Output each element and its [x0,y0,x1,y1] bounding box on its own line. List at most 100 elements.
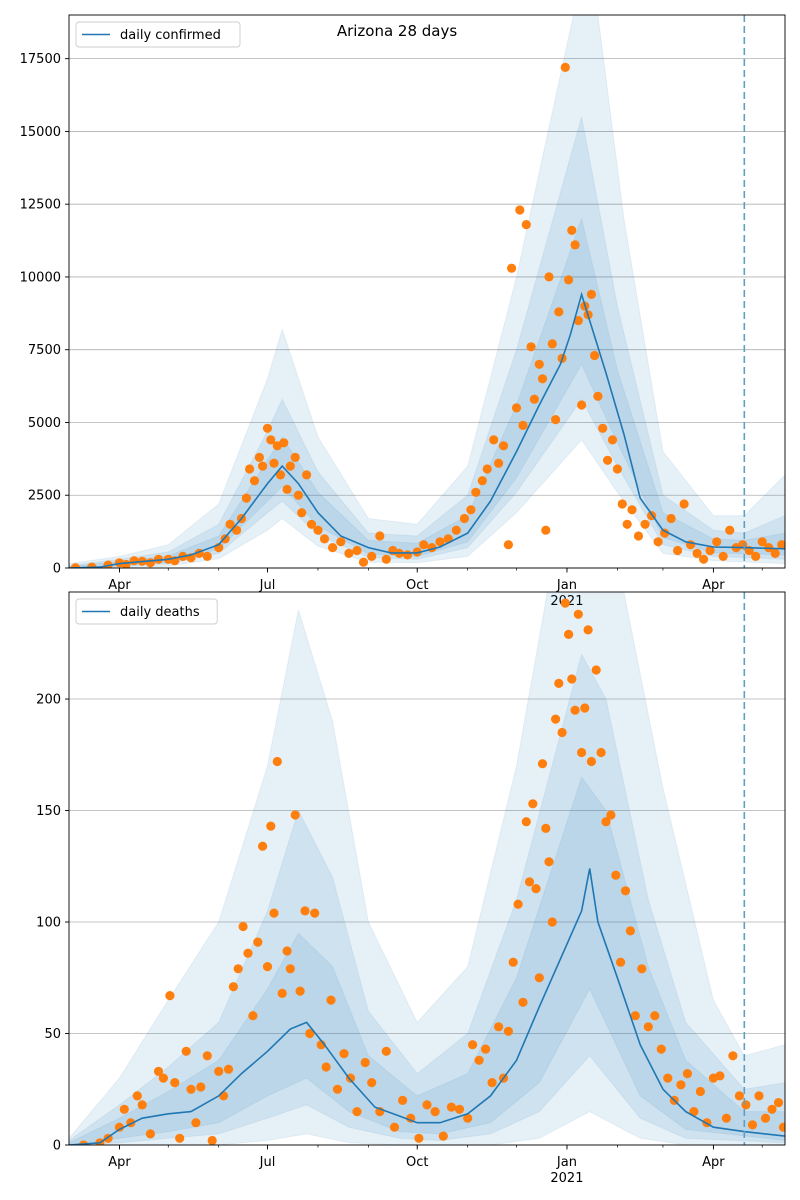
observed-point [352,545,362,556]
observed-point [547,917,557,927]
observed-point [529,394,540,404]
observed-point [114,1122,124,1132]
observed-point [477,476,487,486]
observed-point [721,1113,732,1123]
observed-point [272,756,282,767]
observed-point [282,484,292,494]
observed-point [241,493,251,503]
observed-point [528,799,538,809]
observed-point [616,957,626,967]
observed-point [498,441,509,451]
observed-point [402,550,413,560]
observed-point [279,438,289,448]
observed-point [137,1100,147,1110]
observed-point [220,534,230,544]
x-tick-label: Jan [556,578,577,593]
observed-point [339,1049,349,1059]
observed-point [577,400,587,410]
chart-title: Arizona 28 days [337,22,458,40]
observed-point [607,435,618,445]
observed-point [767,1104,777,1114]
observed-point [596,747,606,758]
observed-point [482,464,492,474]
observed-point [598,423,608,433]
observed-point [573,609,583,619]
observed-point [586,756,597,767]
observed-point [573,316,583,326]
observed-point [650,1011,660,1021]
observed-point [282,946,292,956]
observed-point [332,1084,343,1094]
observed-point [620,886,631,896]
x-tick-label: Oct [406,578,428,593]
observed-point [487,1078,497,1088]
observed-point [223,1064,234,1074]
y-tick-label: 7500 [28,343,61,358]
observed-point [121,559,131,568]
observed-point [245,464,255,474]
observed-point [564,275,574,285]
observed-point [158,1073,168,1083]
observed-point [207,1135,217,1145]
observed-point [145,1129,155,1139]
y-tick-label: 100 [36,916,61,931]
observed-point [446,1102,456,1112]
observed-point [611,870,621,880]
observed-point [625,926,636,936]
observed-point [285,964,295,974]
observed-point [567,225,577,235]
observed-point [352,1107,362,1117]
uncertainty-band-1 [69,592,785,1145]
y-tick-label: 17500 [20,52,61,67]
plot-area [69,15,785,568]
observed-point [165,991,175,1001]
observed-point [612,464,623,474]
y-tick-label: 10000 [20,270,61,285]
observed-point [422,1100,432,1110]
observed-point [718,551,728,562]
observed-point [290,810,300,820]
y-tick-label: 0 [53,1139,61,1154]
observed-point [145,558,155,568]
y-tick-label: 2500 [28,489,61,504]
observed-point [544,272,554,282]
observed-point [186,1084,196,1094]
observed-point [344,548,354,559]
observed-point [319,534,330,544]
observed-point [503,540,513,550]
observed-point [606,810,616,820]
observed-point [129,556,139,566]
observed-point [266,435,276,445]
observed-point [248,1011,258,1021]
observed-point [560,598,570,608]
observed-point [770,548,780,559]
observed-point [601,817,611,827]
observed-point [526,342,536,352]
observed-point [233,964,243,974]
observed-point [360,1057,370,1068]
legend-label: daily deaths [120,605,200,620]
observed-point [202,1051,212,1061]
observed-point [253,937,263,947]
observed-point [660,528,670,538]
observed-point [262,962,273,972]
observed-point [511,403,522,413]
observed-point [463,1113,473,1123]
uncertainty-band-3 [69,776,785,1145]
x-tick-label: Apr [702,578,725,593]
observed-point [656,1044,666,1054]
observed-point [321,1062,331,1072]
observed-point [466,505,476,515]
x-tick-label: Oct [406,1155,428,1170]
observed-point [258,841,268,851]
observed-point [570,705,580,715]
observed-point [567,674,577,684]
observed-point [277,988,287,999]
observed-point [590,350,600,361]
observed-point [518,997,528,1007]
observed-point [293,490,303,500]
y-tick-label: 50 [44,1027,61,1042]
observed-point [551,714,561,724]
observed-point [474,1055,484,1065]
observed-point [249,476,260,486]
